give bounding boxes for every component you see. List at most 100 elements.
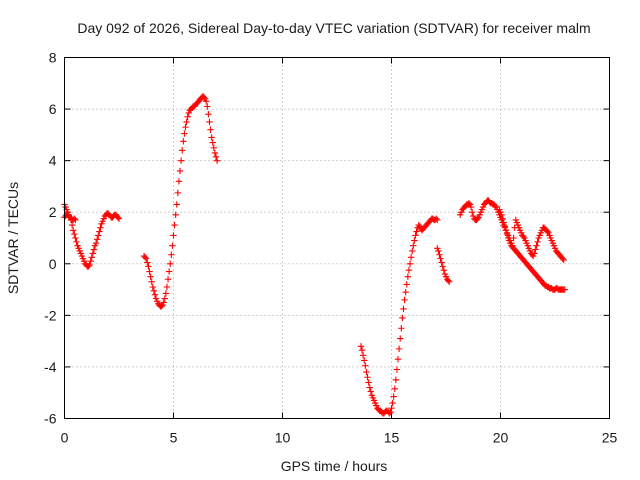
data-point: [389, 399, 396, 407]
chart-title: Day 092 of 2026, Sidereal Day-to-day VTE…: [77, 20, 590, 36]
x-tick-label: 20: [493, 430, 509, 446]
data-point: [409, 247, 416, 255]
y-tick-label: 0: [49, 256, 57, 272]
data-point: [148, 278, 155, 286]
data-point: [165, 268, 173, 275]
data-point: [174, 189, 182, 197]
data-point: [94, 236, 101, 243]
data-point: [204, 103, 211, 110]
data-point: [150, 287, 158, 295]
x-tick-label: 25: [602, 430, 618, 446]
y-tick-label: 2: [49, 204, 57, 220]
data-point: [392, 376, 400, 384]
data-point: [170, 232, 177, 239]
data-point: [532, 246, 539, 253]
data-point: [143, 255, 150, 262]
y-axis-label: SDTVAR / TECUs: [5, 182, 21, 294]
data-point: [161, 295, 168, 302]
data-point: [212, 153, 220, 160]
data-point: [446, 278, 453, 286]
data-point: [407, 254, 415, 261]
data-point: [534, 238, 541, 246]
data-points: [61, 92, 569, 417]
data-point: [399, 314, 406, 322]
data-point: [533, 242, 540, 249]
data-point: [177, 157, 185, 164]
data-point: [397, 335, 404, 342]
data-point: [359, 352, 367, 359]
data-point: [141, 254, 149, 261]
data-point: [72, 234, 79, 242]
data-point: [390, 393, 397, 400]
y-tick-label: 8: [49, 50, 57, 66]
data-point: [467, 203, 475, 211]
data-point: [158, 303, 165, 310]
data-point: [438, 259, 445, 266]
data-point: [363, 368, 370, 376]
data-point: [509, 243, 516, 251]
data-point: [176, 167, 184, 175]
data-point: [561, 286, 569, 293]
data-point: [179, 147, 186, 154]
data-point: [402, 288, 409, 296]
data-point: [474, 215, 481, 222]
data-point: [544, 228, 551, 235]
x-tick-label: 10: [275, 430, 291, 446]
data-point: [90, 246, 98, 253]
data-point: [73, 238, 80, 246]
data-point: [207, 126, 214, 133]
y-tick-label: -2: [44, 307, 57, 323]
data-point: [146, 268, 153, 275]
data-point: [499, 215, 506, 222]
data-point: [357, 343, 365, 350]
data-point: [86, 261, 93, 269]
data-point: [435, 247, 442, 255]
data-point: [181, 130, 188, 137]
data-point: [70, 227, 77, 234]
data-point: [444, 277, 452, 284]
data-point: [501, 223, 509, 230]
grid-lines: [64, 57, 610, 419]
data-point: [72, 216, 79, 224]
data-point: [149, 283, 156, 291]
data-point: [144, 259, 151, 266]
y-tick-label: 4: [49, 153, 57, 169]
y-tick-label: 6: [49, 101, 57, 117]
data-point: [465, 199, 473, 207]
data-point: [531, 250, 538, 257]
data-point: [508, 242, 515, 249]
data-point: [210, 144, 218, 151]
data-point: [162, 290, 170, 297]
data-point: [364, 374, 371, 381]
data-point: [71, 215, 78, 222]
data-point: [367, 388, 374, 395]
data-point: [168, 251, 175, 258]
data-point: [404, 273, 412, 280]
data-point: [388, 404, 395, 412]
x-tick-label: 5: [170, 430, 178, 446]
data-point: [437, 255, 444, 262]
data-point: [160, 299, 167, 306]
data-point: [559, 255, 566, 262]
data-point: [366, 384, 373, 391]
data-point: [500, 219, 507, 226]
data-point: [206, 118, 213, 126]
data-point: [71, 230, 78, 238]
data-point: [432, 215, 440, 222]
data-point: [434, 216, 441, 224]
data-point: [361, 357, 368, 364]
plot-frame: [64, 57, 610, 419]
data-point: [398, 325, 405, 332]
data-point: [491, 202, 499, 209]
x-tick-label: 15: [384, 430, 400, 446]
data-point: [205, 111, 212, 118]
data-point: [85, 263, 92, 270]
data-point: [503, 230, 511, 238]
data-point: [95, 232, 102, 239]
data-point: [394, 355, 402, 363]
data-point: [413, 228, 420, 235]
data-point: [173, 201, 180, 208]
x-axis-label: GPS time / hours: [281, 458, 388, 474]
data-point: [151, 291, 159, 298]
data-point: [362, 362, 369, 369]
